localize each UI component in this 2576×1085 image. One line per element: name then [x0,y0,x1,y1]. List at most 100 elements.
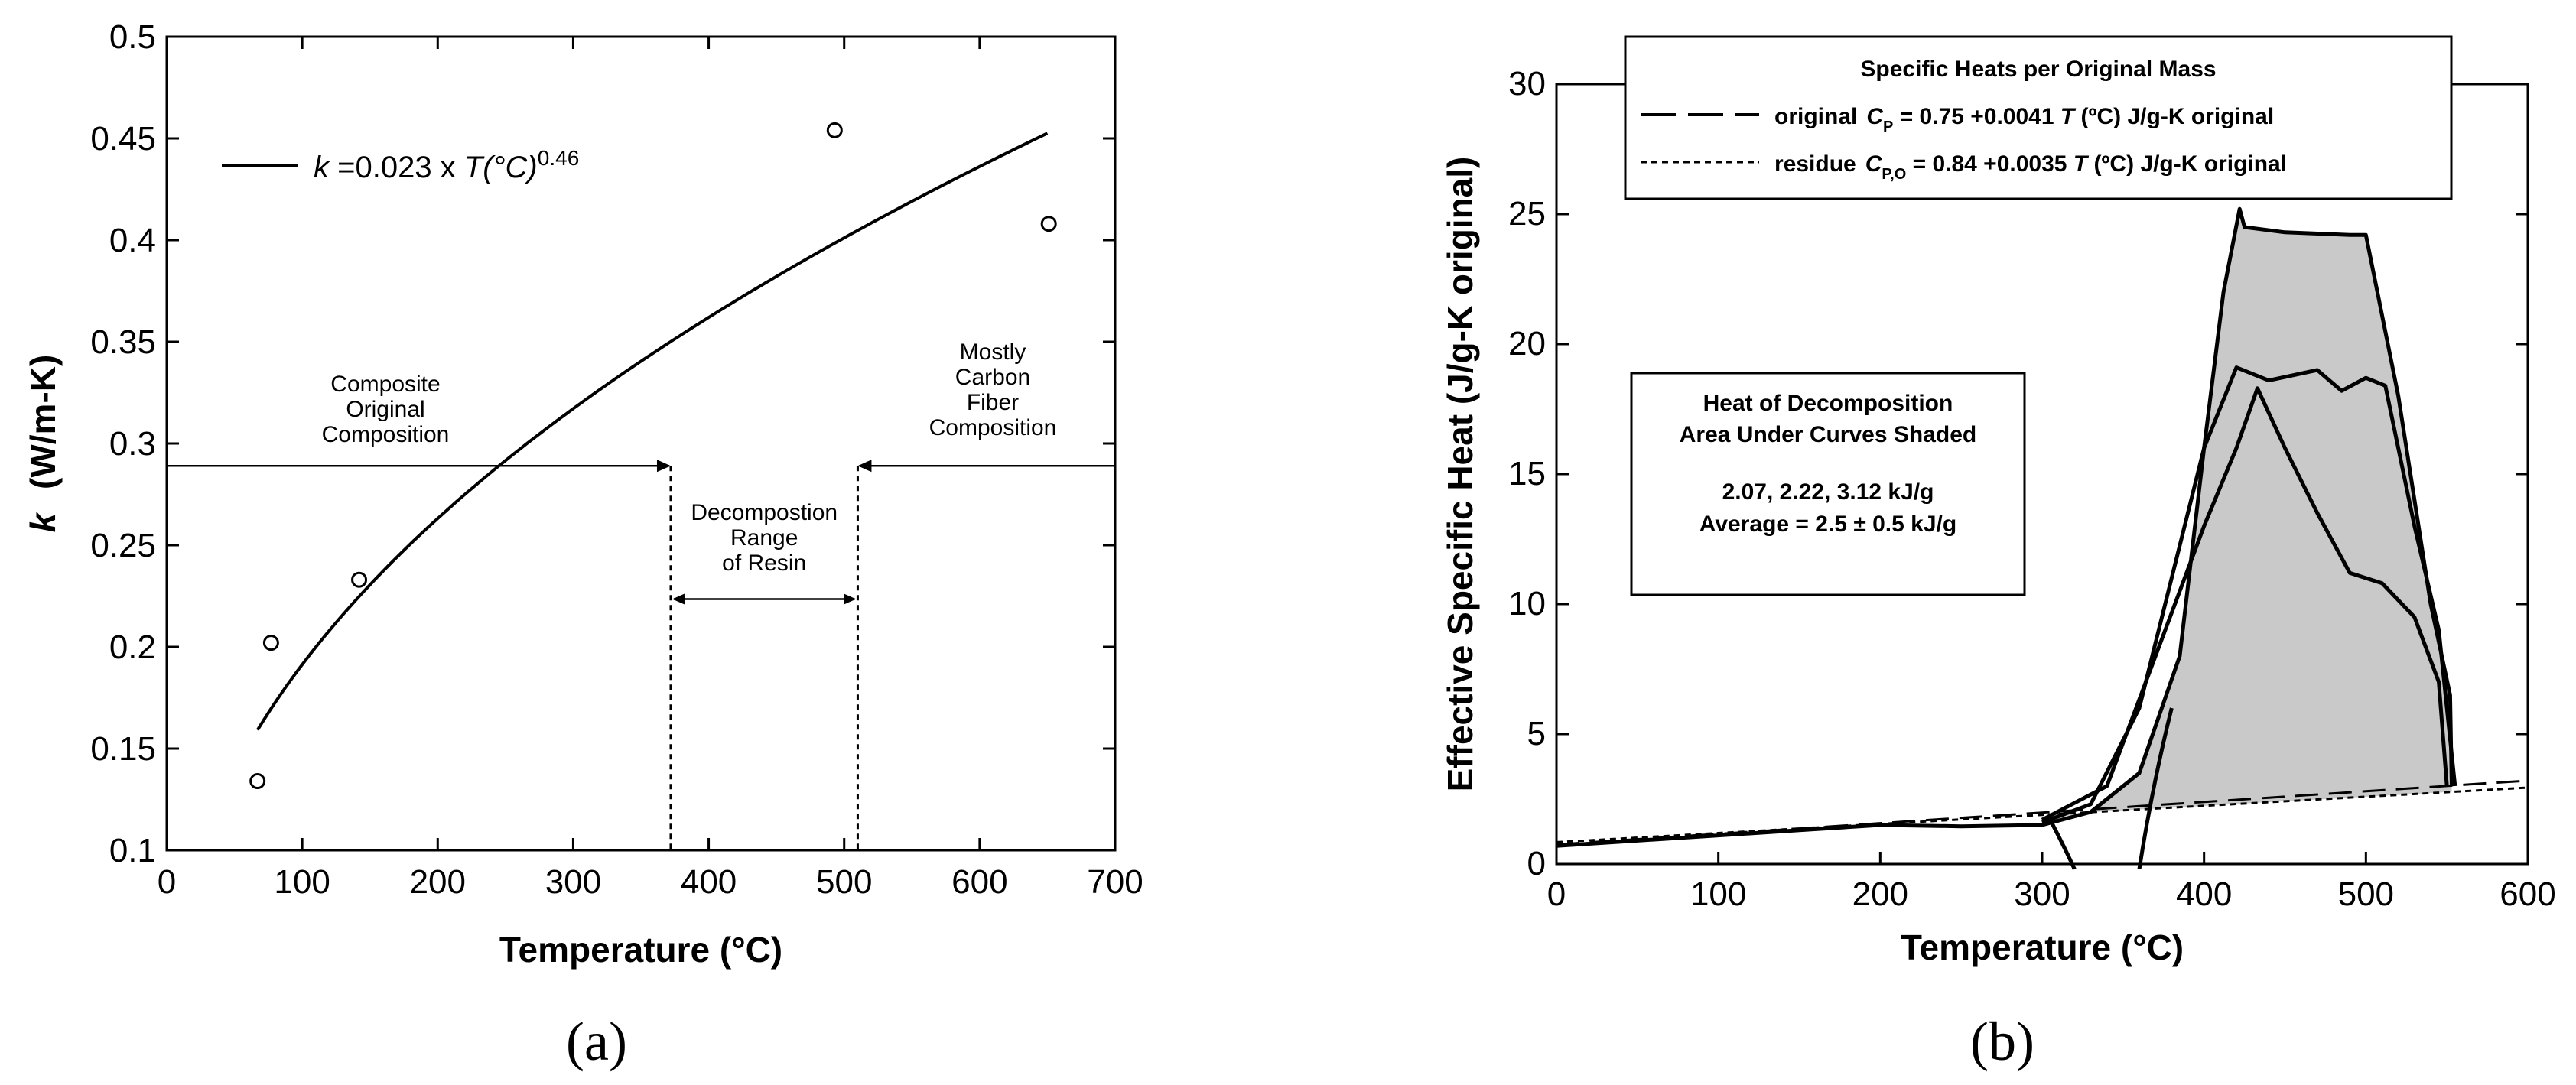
panel-b-y-tick-label: 10 [1508,585,1546,622]
panel-b-legend-original-unit: (ºC) J/g-K original [2074,104,2274,129]
panel-b-legend-original-name: original [1774,104,1857,129]
panel-a-y-axis-label: k (W/m-K) [23,355,63,533]
panel-a-data-point [1040,216,1057,232]
panel-b-x-tick-label: 600 [2500,875,2555,913]
panel-a-annotation-decomposition: of Resin [722,551,806,576]
panel-a-y-tick-label: 0.1 [109,832,156,869]
panel-b-x-axis-label: Temperature (°C) [1901,927,2184,967]
panel-b-annotation-line-3: 2.07, 2.22, 3.12 kJ/g [1722,479,1934,505]
panel-a-x-tick-label: 0 [158,863,176,901]
panel-b-residue-fit-line [1556,786,2529,843]
panel-a-legend-k: k [314,151,330,184]
panel-a-annotation-decomposition: Range [730,525,798,551]
panel-a-y-tick-label: 0.3 [109,425,156,463]
panel-b-original-fit-line [1556,779,2529,846]
panel-b-data-curve-dip [2137,707,2174,870]
panel-a-y-tick-label: 0.15 [90,730,156,768]
panel-a-legend-eq: =0.023 x [329,151,464,184]
panel-a-y-axis-var: k [23,511,63,532]
panel-b-legend-box [1624,35,2453,200]
panel-a-y-tick-label: 0.2 [109,629,156,666]
panel-a-annotation-composite: Original [346,397,424,422]
panel-b-legend-original-sym: C [1866,104,1884,129]
panel-b-y-tick-label: 0 [1527,845,1546,882]
panel-b-legend-residue-T: T [2073,151,2090,177]
panel-a-legend: k =0.023 x T(°C)0.46 [222,146,579,184]
panel-a-data-point [351,571,368,588]
panel-b-x-tick-label: 500 [2338,875,2394,913]
panel-a-data-point [262,635,279,651]
panel-b-x-tick-label: 300 [2014,875,2070,913]
panel-b-legend: Specific Heats per Original Mass origina… [1624,35,2453,200]
panel-a-x-tick-label: 600 [951,863,1007,901]
panel-b-y-tick-label: 30 [1508,65,1546,102]
panel-a-y-axis-unit: (W/m-K) [23,355,63,489]
panel-a-left-arrowhead [656,460,671,473]
panel-b-legend-original-sub: P [1883,119,1893,135]
panel-a-x-tick-label: 200 [410,863,466,901]
panel-b-y-axis-label: Effective Specific Heat (J/g-K original) [1440,157,1480,792]
panel-a-y-tick-label: 0.35 [90,323,156,361]
panel-a-annotation-carbon-fiber: Mostly [960,339,1026,365]
panel-b-data-curve-dip [2048,819,2077,870]
panel-a-x-tick-label: 400 [681,863,737,901]
panel-a-y-tick-label: 0.25 [90,527,156,564]
panel-b-shaded-area [2042,209,2452,825]
panel-a-annotation-carbon-fiber: Fiber [967,390,1019,415]
panel-b-legend-original-eq: = 0.75 +0.0041 [1893,104,2060,129]
panel-b-legend-residue-sym: C [1865,151,1883,177]
panel-a-annotation-composite: Composite [330,372,440,397]
panel-b-annotation-line-1: Heat of Decomposition [1703,391,1953,416]
panel-b-y-tick-label: 15 [1508,455,1546,492]
panel-a-plot-frame [165,35,1117,852]
panel-b-legend-residue-unit: (ºC) J/g-K original [2087,151,2287,177]
panel-a-annotation-composite: Composition [322,422,450,447]
panel-a-annotation-carbon-fiber: Carbon [955,365,1030,390]
panel-a-caption: (a) [566,1011,627,1072]
panel-a-data-point [826,122,843,138]
panel-a-annotation-carbon-fiber: Composition [929,415,1057,440]
panel-b-shaded-region [2042,209,2452,825]
panel-a-annotations: CompositeOriginalCompositionMostlyCarbon… [167,339,1115,850]
panel-a-x-tick-label: 700 [1087,863,1143,901]
panel-b-x-tick-label: 200 [1852,875,1908,913]
panel-b-caption: (b) [1970,1011,2034,1072]
panel-a-fit-curve [256,132,1049,731]
panel-a-legend-text: k =0.023 x T(°C)0.46 [314,146,579,184]
panel-a-x-tick-label: 300 [545,863,601,901]
panel-b-annotation-frame [1630,372,2026,596]
panel-a-annotation-decomposition: Decompostion [691,500,838,525]
panel-a-legend-exp: 0.46 [538,146,580,170]
panel-b-legend-residue-name: residue [1774,151,1856,177]
panel-b-ticks: 0 100 200 300 400 500 600 0 5 10 15 20 25 30 [1508,65,2556,913]
panel-a-range-arrowhead-right [844,593,857,605]
panel-b-x-tick-label: 100 [1690,875,1746,913]
panel-a: 0 100 200 300 400 500 600 700 0.1 0.15 0.2 0.25 0.3 0… [23,18,1143,1072]
panel-b-x-tick-label: 400 [2176,875,2232,913]
panel-a-y-tick-label: 0.45 [90,120,156,158]
panel-a-ticks: 0 100 200 300 400 500 600 700 0.1 0.15 0.2 0.25 0.3 0… [90,18,1143,901]
panel-b-data-curve [2041,386,2449,822]
panel-a-y-tick-label: 0.5 [109,18,156,56]
panel-a-range-arrowhead-left [672,593,685,605]
panel-b-annotation-box: Heat of Decomposition Area Under Curves … [1630,372,2026,596]
panel-b-legend-residue-sub: P,O [1882,166,1906,183]
panel-a-x-tick-label: 500 [816,863,872,901]
panel-b-annotation-line-4: Average = 2.5 ± 0.5 kJ/g [1699,512,1956,537]
panel-b-y-tick-label: 20 [1508,325,1546,362]
panel-b-x-tick-label: 0 [1547,875,1566,913]
panel-b-y-tick-label: 5 [1527,715,1546,752]
panel-a-y-tick-label: 0.4 [109,222,156,259]
panel-b-legend-original-text: original CP = 0.75 +0.0041 T (ºC) J/g-K o… [1774,104,2274,135]
panel-b-legend-residue-eq: = 0.84 +0.0035 [1906,151,2073,177]
panel-b-annotation-line-2: Area Under Curves Shaded [1680,422,1976,447]
panel-a-x-tick-label: 100 [274,863,330,901]
panel-b-y-tick-label: 25 [1508,195,1546,232]
panel-a-x-axis-label: Temperature (°C) [499,930,782,970]
panel-a-legend-T: T(°C) [464,151,538,184]
panel-b-legend-residue-text: residue CP,O = 0.84 +0.0035 T (ºC) J/g-K … [1774,151,2287,183]
panel-a-right-arrowhead [857,460,872,473]
panel-a-data-point [249,773,266,790]
panel-b-legend-title: Specific Heats per Original Mass [1860,57,2216,82]
